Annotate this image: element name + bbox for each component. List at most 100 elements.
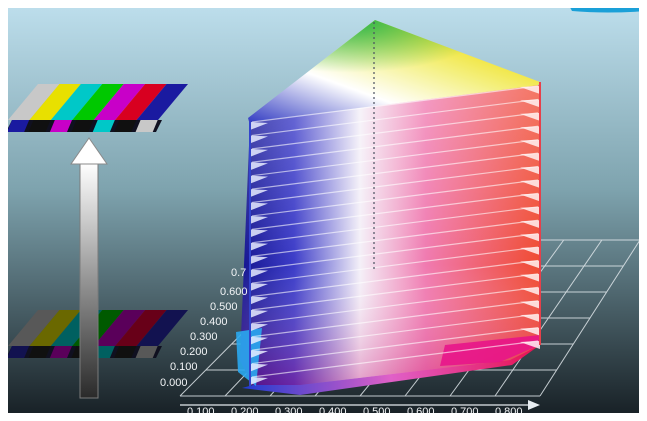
slice-line [251,273,539,311]
bar-sub-swatch [28,120,51,132]
slice-line [251,125,539,163]
slice-tab-left [250,215,268,224]
slice-tab-left [250,283,268,292]
slice-tab-right [520,220,540,229]
slice-tab-left [250,336,268,345]
slice-tab-left [250,229,268,238]
color-bar [136,84,188,120]
slice-line [251,85,539,123]
color-bar [93,310,146,346]
slice-tab-left [250,350,268,359]
slice-tab-right [520,206,540,215]
vertical-tick-label: 0.500 [210,301,238,313]
vertical-tick-label: 0.000 [160,377,188,389]
slice-line [251,286,539,324]
slice-line [251,165,539,204]
color-bar [72,84,124,120]
slice-tab-right [520,260,540,269]
bar-sub-swatch [114,346,137,358]
vertical-tick-label: 0.400 [200,316,228,328]
slice-line [251,219,539,257]
bar-sub-swatch [28,346,51,358]
x-axis-arrowhead [528,400,540,410]
slice-tab-left [250,202,268,211]
bar-sub-swatch [135,346,158,358]
slice-tab-left [250,122,268,130]
slice-line [251,179,539,217]
vertical-tick-label: 0.600 [220,286,248,298]
slice-tab-right [520,300,540,309]
bar-sub-swatch [92,120,115,132]
slice-line [251,139,539,177]
slice-line [251,192,539,230]
color-bar [50,84,103,120]
slice-tab-right [520,166,540,175]
bar-sub-swatch [7,346,30,358]
bar-sub-swatch [114,120,137,132]
slice-tab-right [520,287,540,296]
slice-tab-right [520,273,540,282]
slice-tab-left [250,377,268,385]
up-arrow-icon [70,137,108,399]
color-bar [93,84,146,120]
color-bar [29,84,81,120]
slice-line [251,340,539,378]
bright-color-bars [6,84,188,132]
bar-sub-swatch [49,346,72,358]
color-bar [136,310,188,346]
slice-tab-left [250,309,268,318]
gamut-magenta-edge [440,335,540,366]
slice-tab-right [520,341,540,349]
color-bar [8,310,60,346]
bar-sub-swatch [71,120,94,132]
slice-line [251,206,539,244]
vertical-tick-label: 0.7 [231,267,246,279]
slice-line [251,233,539,271]
color-bar [115,310,167,346]
slice-tab-left [250,256,268,265]
slice-tab-left [250,363,268,372]
slice-tab-right [520,86,540,94]
color-gamut-solid [236,20,541,395]
slice-line [251,326,539,365]
slice-tab-right [520,112,540,121]
slice-tab-left [250,135,268,144]
color-bar [115,84,167,120]
vertical-tick-label: 0.300 [190,331,218,343]
slice-tab-left [250,162,268,171]
dark-color-bars [6,310,188,358]
slice-tab-left [250,269,268,278]
slice-tab-left [250,189,268,198]
color-bar [8,84,60,120]
slice-tab-left [250,296,268,305]
gamut-top-green [248,20,540,125]
slice-line [251,152,539,190]
color-bar [29,310,81,346]
slice-line [251,112,539,150]
slice-tab-right [520,233,540,242]
slice-tab-right [520,314,540,323]
slice-tab-left [250,323,268,332]
slice-tab-left [250,148,268,157]
slice-tab-right [520,327,540,336]
slice-tab-left [250,242,268,251]
slice-tab-right [520,139,540,148]
slice-tab-left [250,175,268,184]
slice-tab-right [520,247,540,256]
slice-line [251,259,539,298]
bar-sub-swatch [135,120,158,132]
bar-sub-swatch [49,120,72,132]
slice-tab-right [520,193,540,202]
vertical-tick-label: 0.200 [180,346,208,358]
slice-tab-right [520,99,540,108]
slice-tab-right [520,179,540,188]
slice-tab-right [520,153,540,162]
slice-line [251,98,539,137]
bar-sub-swatch [7,120,30,132]
slice-tab-right [520,126,540,135]
vertical-axis-labels: 0.000 0.100 0.200 0.300 0.400 0.500 0.600 0.7 [160,267,248,389]
vertical-tick-label: 0.100 [170,361,198,373]
slice-line [251,313,539,351]
